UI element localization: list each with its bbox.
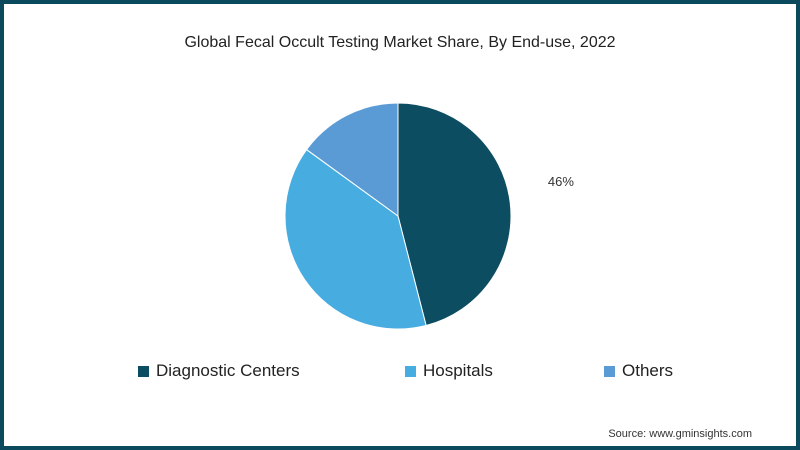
legend-label: Hospitals	[423, 361, 493, 380]
legend-swatch	[138, 365, 149, 377]
chart-title: Global Fecal Occult Testing Market Share…	[184, 34, 616, 51]
legend-swatch	[604, 365, 615, 377]
pie-slice-diagnostic-centers	[397, 102, 512, 327]
legend-item-others: Others	[604, 361, 673, 381]
legend-label: Diagnostic Centers	[156, 361, 300, 380]
data-label: 46%	[548, 174, 574, 189]
legend-label: Others	[622, 361, 674, 380]
pie-slice-others	[305, 102, 399, 217]
legend-swatch	[405, 365, 416, 377]
source-note: Source: www.gminsights.com	[608, 428, 752, 440]
pie-slice-hospitals	[284, 148, 427, 330]
legend-item-hospitals: Hospitals	[405, 361, 493, 381]
legend-item-diagnostic-centers: Diagnostic Centers	[138, 361, 300, 381]
